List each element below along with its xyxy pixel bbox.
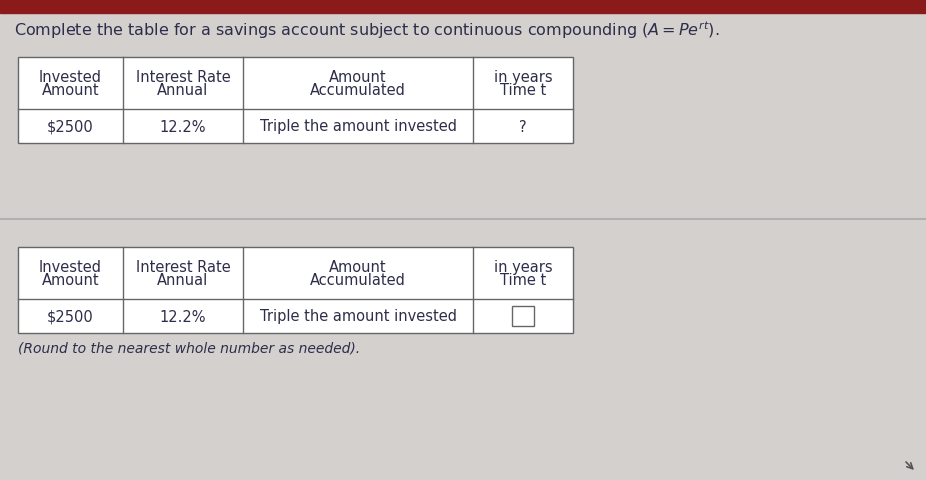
Text: Annual: Annual	[157, 273, 208, 288]
Bar	[18, 248, 573, 333]
Text: Amount: Amount	[42, 273, 99, 288]
Text: Time t: Time t	[500, 273, 546, 288]
Text: Accumulated: Accumulated	[310, 83, 406, 98]
Bar	[512, 306, 534, 326]
Text: 12.2%: 12.2%	[160, 119, 206, 134]
Text: Triple the amount invested: Triple the amount invested	[259, 309, 457, 324]
Text: Amount: Amount	[329, 70, 387, 85]
Text: Interest Rate: Interest Rate	[135, 260, 231, 275]
Text: Time t: Time t	[500, 83, 546, 98]
Text: Interest Rate: Interest Rate	[135, 70, 231, 85]
Text: Invested: Invested	[39, 70, 102, 85]
Text: Amount: Amount	[329, 260, 387, 275]
Text: (Round to the nearest whole number as needed).: (Round to the nearest whole number as ne…	[18, 340, 360, 354]
Text: in years: in years	[494, 70, 552, 85]
Text: Triple the amount invested: Triple the amount invested	[259, 119, 457, 134]
Text: Amount: Amount	[42, 83, 99, 98]
Text: Complete the table for a savings account subject to continuous compounding $(A=P: Complete the table for a savings account…	[14, 19, 720, 41]
Text: in years: in years	[494, 260, 552, 275]
Bar	[0, 0, 926, 14]
Text: ?: ?	[519, 119, 527, 134]
Text: $2500: $2500	[47, 309, 94, 324]
Bar	[18, 58, 573, 144]
Text: $2500: $2500	[47, 119, 94, 134]
Text: Accumulated: Accumulated	[310, 273, 406, 288]
Text: Invested: Invested	[39, 260, 102, 275]
Text: Annual: Annual	[157, 83, 208, 98]
Text: 12.2%: 12.2%	[160, 309, 206, 324]
